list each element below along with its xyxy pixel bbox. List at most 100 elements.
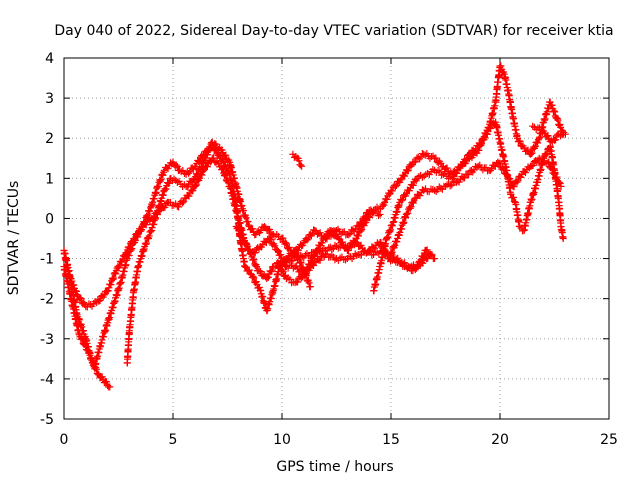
data-point bbox=[78, 335, 86, 343]
data-point bbox=[443, 164, 451, 172]
data-point bbox=[409, 181, 417, 189]
data-point bbox=[353, 239, 361, 247]
data-point bbox=[77, 295, 85, 303]
data-point bbox=[249, 225, 257, 233]
y-tick-label: -2 bbox=[40, 292, 54, 308]
data-point bbox=[513, 178, 521, 186]
series-track-4 bbox=[123, 138, 384, 367]
data-point bbox=[528, 162, 536, 170]
data-point bbox=[548, 101, 556, 109]
data-point bbox=[157, 175, 165, 183]
data-point bbox=[160, 186, 168, 194]
data-point bbox=[255, 267, 263, 275]
data-point bbox=[316, 229, 324, 237]
data-point bbox=[294, 246, 302, 254]
chart-title: Day 040 of 2022, Sidereal Day-to-day VTE… bbox=[54, 23, 613, 39]
data-point bbox=[351, 250, 359, 258]
data-point bbox=[294, 278, 302, 286]
data-point bbox=[311, 259, 319, 267]
data-point bbox=[107, 281, 115, 289]
data-point bbox=[420, 150, 428, 158]
data-point bbox=[382, 248, 390, 256]
data-point bbox=[354, 232, 362, 240]
data-point bbox=[82, 342, 90, 350]
data-point bbox=[379, 200, 387, 208]
data-point bbox=[144, 211, 152, 219]
data-point bbox=[487, 125, 495, 133]
data-point bbox=[125, 244, 133, 252]
data-point bbox=[398, 197, 406, 205]
data-point bbox=[142, 221, 150, 229]
data-point bbox=[278, 266, 286, 274]
data-point bbox=[413, 264, 421, 272]
data-point bbox=[306, 261, 314, 269]
data-point bbox=[154, 182, 162, 190]
data-point bbox=[222, 172, 230, 180]
data-point bbox=[279, 268, 287, 276]
data-point bbox=[283, 240, 291, 248]
data-point bbox=[303, 236, 311, 244]
data-point bbox=[325, 244, 333, 252]
data-point bbox=[238, 234, 246, 242]
data-point bbox=[106, 383, 114, 391]
data-point bbox=[345, 231, 353, 239]
data-point bbox=[375, 212, 383, 220]
data-point bbox=[496, 159, 504, 167]
data-point bbox=[159, 171, 167, 179]
data-point bbox=[385, 227, 393, 235]
data-point bbox=[263, 275, 271, 283]
data-point bbox=[268, 267, 276, 275]
data-point bbox=[203, 163, 211, 171]
data-point bbox=[384, 233, 392, 241]
data-point bbox=[162, 185, 170, 193]
data-point bbox=[297, 259, 305, 267]
data-point bbox=[482, 130, 490, 138]
y-axis-label: SDTVAR / TECUs bbox=[6, 181, 22, 296]
data-point bbox=[461, 174, 469, 182]
data-point bbox=[366, 214, 374, 222]
data-point bbox=[357, 227, 365, 235]
data-point bbox=[446, 182, 454, 190]
data-point bbox=[267, 236, 275, 244]
data-point bbox=[98, 373, 106, 381]
data-point bbox=[164, 180, 172, 188]
data-point bbox=[552, 136, 560, 144]
data-point bbox=[185, 169, 193, 177]
data-point bbox=[327, 227, 335, 235]
x-tick-label: 20 bbox=[491, 432, 509, 448]
data-point bbox=[245, 221, 253, 229]
x-tick-label: 0 bbox=[60, 432, 69, 448]
data-point bbox=[78, 334, 86, 342]
series-track-8 bbox=[232, 122, 569, 283]
data-point bbox=[534, 139, 542, 147]
data-point bbox=[416, 192, 424, 200]
data-point bbox=[239, 207, 247, 215]
data-point bbox=[283, 259, 291, 267]
data-point bbox=[250, 274, 258, 282]
data-point bbox=[173, 163, 181, 171]
data-point bbox=[193, 171, 201, 179]
data-point bbox=[561, 130, 569, 138]
data-point bbox=[328, 227, 336, 235]
data-point bbox=[264, 273, 272, 281]
data-point bbox=[404, 209, 412, 217]
data-point bbox=[500, 165, 508, 173]
data-point bbox=[392, 181, 400, 189]
data-point bbox=[377, 238, 385, 246]
data-point bbox=[529, 161, 537, 169]
data-point bbox=[432, 154, 440, 162]
data-point bbox=[303, 267, 311, 275]
data-point bbox=[243, 241, 251, 249]
data-point bbox=[409, 199, 417, 207]
data-point bbox=[223, 177, 231, 185]
data-point bbox=[76, 294, 84, 302]
data-point bbox=[556, 132, 564, 140]
data-point bbox=[298, 253, 306, 261]
tick-labels: 0 5 10 15 20 25 -5 -4 -3 -2 -1 0 1 2 3 4 bbox=[40, 51, 618, 448]
data-point bbox=[185, 192, 193, 200]
data-point bbox=[255, 283, 263, 291]
data-point bbox=[462, 159, 470, 167]
data-point bbox=[80, 341, 88, 349]
data-point bbox=[305, 279, 313, 287]
data-point bbox=[183, 183, 191, 191]
